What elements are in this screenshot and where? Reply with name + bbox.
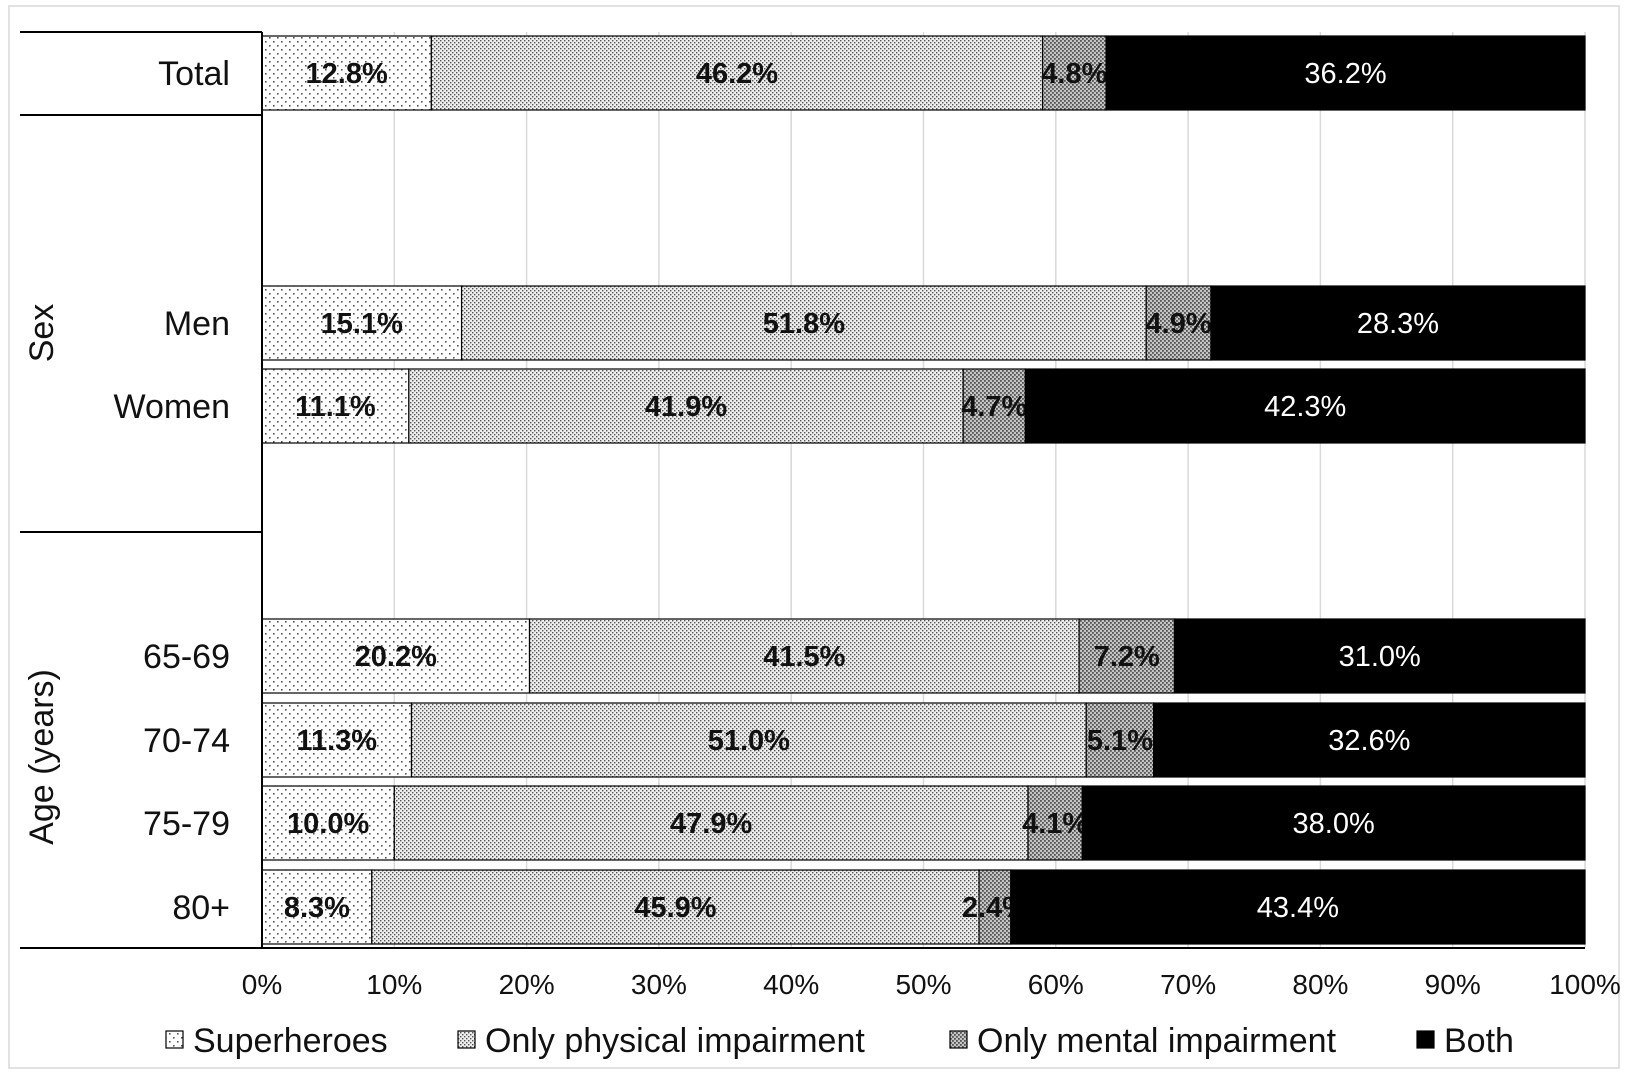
x-axis-ticks: 0% 10% 20% 30% 40% 50% 60% 70% 80% 90% 100% — [242, 969, 1621, 1000]
data-label-women-only-physical-impairment: 41.9% — [645, 391, 727, 423]
bar-70-74-only-physical-impairment — [410, 702, 1087, 778]
x-tick-label-50: 50% — [895, 969, 951, 1000]
x-tick-label-90: 90% — [1425, 969, 1481, 1000]
data-label-total-only-mental-impairment: 4.8% — [1041, 58, 1107, 90]
bar-women-superheroes — [261, 368, 410, 444]
x-tick-label-0: 0% — [242, 969, 282, 1000]
bar-75-79-only-mental-impairment — [1027, 785, 1083, 861]
bar-women-only-mental-impairment — [962, 368, 1026, 444]
category-label-65-69: 65-69 — [143, 638, 230, 676]
category-label-men: Men — [164, 305, 230, 343]
legend-label-superheroes: Superheroes — [193, 1022, 388, 1060]
category-label-80: 80+ — [172, 889, 230, 927]
bar-65-69-both — [1173, 618, 1586, 694]
data-label-women-only-mental-impairment: 4.7% — [961, 391, 1027, 423]
data-label-70-74-superheroes: 11.3% — [296, 725, 377, 757]
data-label-80-superheroes: 8.3% — [284, 892, 350, 924]
data-label-70-74-only-physical-impairment: 51.0% — [708, 725, 790, 757]
bar-65-69-superheroes — [261, 618, 531, 694]
legend: Superheroes Only physical impairment Only … — [165, 1022, 1514, 1060]
category-label-70-74: 70-74 — [143, 722, 230, 760]
bar-total-only-physical-impairment — [430, 35, 1044, 111]
bar-80-only-mental-impairment — [978, 869, 1012, 945]
bar-women-both — [1024, 368, 1586, 444]
bar-70-74-only-mental-impairment — [1085, 702, 1155, 778]
legend-label-only-physical-impairment: Only physical impairment — [485, 1022, 865, 1060]
data-label-80-only-physical-impairment: 45.9% — [634, 892, 716, 924]
data-label-men-both: 28.3% — [1357, 308, 1439, 340]
bar-65-69-only-mental-impairment — [1078, 618, 1176, 694]
data-label-total-both: 36.2% — [1304, 58, 1386, 90]
data-label-75-79-only-physical-impairment: 47.9% — [670, 808, 752, 840]
x-tick-label-80: 80% — [1292, 969, 1348, 1000]
bar-70-74-superheroes — [261, 702, 413, 778]
bar-total-both — [1105, 35, 1586, 111]
bar-men-only-mental-impairment — [1145, 285, 1212, 361]
x-tick-label-30: 30% — [631, 969, 687, 1000]
bar-80-both — [1010, 869, 1586, 945]
data-label-65-69-only-mental-impairment: 7.2% — [1094, 641, 1160, 673]
data-label-70-74-both: 32.6% — [1328, 725, 1410, 757]
bar-70-74-both — [1153, 702, 1586, 778]
bar-men-only-physical-impairment — [460, 285, 1147, 361]
category-label-total: Total — [158, 55, 230, 93]
data-label-women-both: 42.3% — [1264, 391, 1346, 423]
data-label-total-superheroes: 12.8% — [306, 58, 388, 90]
data-label-women-superheroes: 11.1% — [295, 391, 376, 423]
data-label-80-both: 43.4% — [1257, 892, 1339, 924]
legend-label-both: Both — [1444, 1022, 1514, 1060]
x-tick-label-40: 40% — [763, 969, 819, 1000]
data-label-65-69-only-physical-impairment: 41.5% — [763, 641, 845, 673]
data-label-65-69-both: 31.0% — [1339, 641, 1421, 673]
data-label-total-only-physical-impairment: 46.2% — [696, 58, 778, 90]
data-label-75-79-both: 38.0% — [1293, 808, 1375, 840]
bars: 12.8% 46.2% 4.8% 36.2% 15.1% 51.8% 4.9% 28.3% 11… — [261, 35, 1586, 945]
category-axis: Total Men Women 65-69 70-74 75-79 80+ Sex Age (y… — [20, 31, 1585, 949]
group-label-age-years: Age (years) — [23, 669, 61, 845]
x-tick-label-70: 70% — [1160, 969, 1216, 1000]
x-tick-label-20: 20% — [499, 969, 555, 1000]
bar-women-only-physical-impairment — [408, 368, 964, 444]
legend-swatch-superheroes — [165, 1030, 184, 1049]
data-label-75-79-superheroes: 10.0% — [287, 808, 369, 840]
legend-swatch-only-mental-impairment — [949, 1030, 968, 1049]
x-tick-label-100: 100% — [1549, 969, 1621, 1000]
bar-men-both — [1210, 285, 1586, 361]
data-label-men-superheroes: 15.1% — [321, 308, 403, 340]
x-tick-label-60: 60% — [1028, 969, 1084, 1000]
bar-75-79-only-physical-impairment — [393, 785, 1029, 861]
legend-swatch-both — [1416, 1030, 1435, 1049]
data-label-70-74-only-mental-impairment: 5.1% — [1087, 725, 1153, 757]
bar-80-only-physical-impairment — [371, 869, 980, 945]
legend-swatch-only-physical-impairment — [457, 1030, 476, 1049]
data-label-men-only-physical-impairment: 51.8% — [763, 308, 845, 340]
data-label-65-69-superheroes: 20.2% — [355, 641, 437, 673]
category-label-75-79: 75-79 — [143, 805, 230, 843]
bar-80-superheroes — [261, 869, 373, 945]
bar-65-69-only-physical-impairment — [528, 618, 1080, 694]
category-label-women: Women — [113, 388, 230, 426]
group-label-sex: Sex — [23, 304, 61, 363]
legend-label-only-mental-impairment: Only mental impairment — [977, 1022, 1337, 1060]
data-label-men-only-mental-impairment: 4.9% — [1146, 308, 1212, 340]
x-tick-label-10: 10% — [366, 969, 422, 1000]
bar-75-79-both — [1081, 785, 1586, 861]
data-label-75-79-only-mental-impairment: 4.1% — [1022, 808, 1088, 840]
